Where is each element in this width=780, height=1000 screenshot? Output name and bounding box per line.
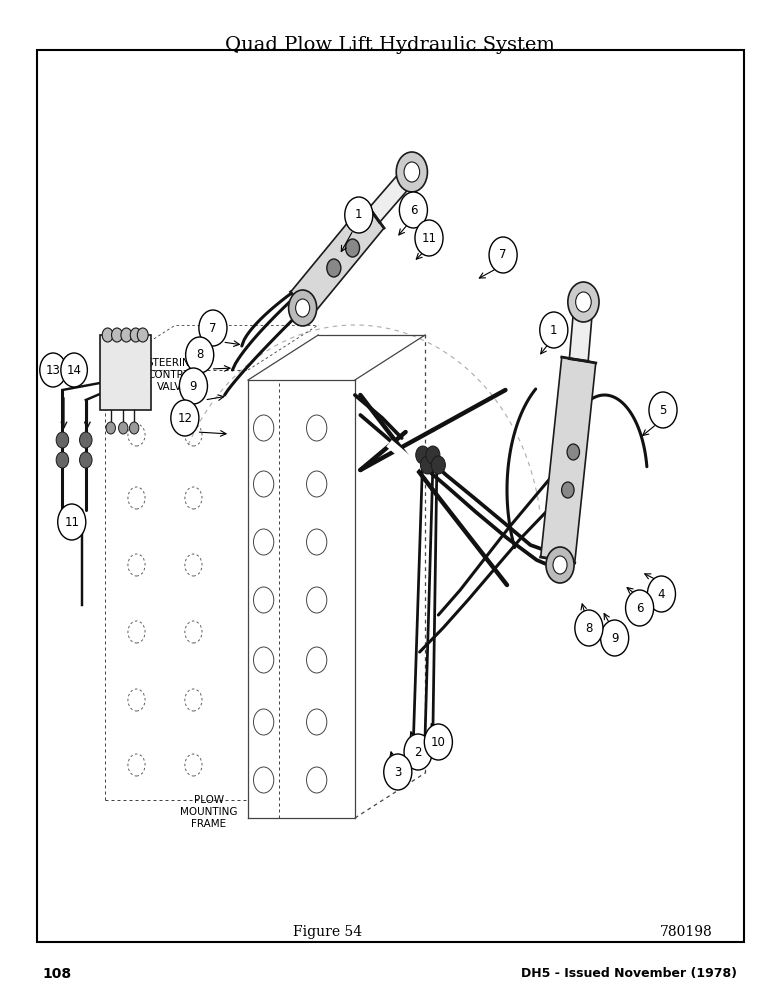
Text: 11: 11 [64, 516, 80, 528]
Circle shape [404, 734, 432, 770]
Text: 13: 13 [45, 363, 61, 376]
Text: 6: 6 [410, 204, 417, 217]
Circle shape [56, 452, 69, 468]
Circle shape [568, 282, 599, 322]
Polygon shape [541, 357, 596, 563]
Circle shape [647, 576, 675, 612]
Circle shape [137, 328, 148, 342]
Text: 14: 14 [66, 363, 82, 376]
Text: 5: 5 [659, 403, 667, 416]
Text: 10: 10 [431, 736, 446, 748]
Circle shape [415, 220, 443, 256]
Text: STEERING
CONTROL
VALVE: STEERING CONTROL VALVE [147, 358, 199, 392]
Circle shape [576, 292, 591, 312]
Circle shape [399, 192, 427, 228]
Circle shape [40, 353, 66, 387]
Bar [100, 335, 151, 410]
Circle shape [384, 754, 412, 790]
Text: 12: 12 [177, 412, 193, 424]
Circle shape [289, 290, 317, 326]
Circle shape [80, 452, 92, 468]
Circle shape [171, 400, 199, 436]
Circle shape [296, 299, 310, 317]
Circle shape [119, 422, 128, 434]
Circle shape [56, 432, 69, 448]
Text: Quad Plow Lift Hydraulic System: Quad Plow Lift Hydraulic System [225, 36, 555, 54]
Circle shape [129, 422, 139, 434]
Text: 3: 3 [394, 766, 402, 778]
Text: PLOW
MOUNTING
FRAME: PLOW MOUNTING FRAME [180, 795, 238, 829]
Text: Figure 54: Figure 54 [293, 925, 362, 939]
Circle shape [416, 446, 430, 464]
Circle shape [179, 368, 207, 404]
Text: 9: 9 [190, 379, 197, 392]
Circle shape [346, 239, 360, 257]
Circle shape [431, 456, 445, 474]
Circle shape [396, 152, 427, 192]
Text: 108: 108 [43, 967, 72, 981]
Circle shape [420, 456, 434, 474]
Circle shape [424, 724, 452, 760]
Circle shape [130, 328, 141, 342]
Circle shape [80, 432, 92, 448]
Circle shape [626, 590, 654, 626]
Text: DH5 - Issued November (1978): DH5 - Issued November (1978) [521, 968, 737, 980]
Circle shape [649, 392, 677, 428]
Circle shape [404, 162, 420, 182]
Circle shape [102, 328, 113, 342]
Text: 1: 1 [355, 209, 363, 222]
Text: 1: 1 [550, 324, 558, 336]
Circle shape [121, 328, 132, 342]
Polygon shape [369, 163, 419, 222]
Circle shape [112, 328, 122, 342]
Text: 2: 2 [414, 746, 422, 758]
Circle shape [489, 237, 517, 273]
Text: 7: 7 [499, 248, 507, 261]
Circle shape [345, 197, 373, 233]
Bar [37, 50, 744, 942]
Circle shape [562, 482, 574, 498]
Circle shape [186, 337, 214, 373]
Text: 8: 8 [196, 349, 204, 361]
Polygon shape [569, 304, 593, 361]
Circle shape [199, 310, 227, 346]
Circle shape [327, 259, 341, 277]
Text: 11: 11 [421, 232, 437, 244]
Text: 8: 8 [585, 621, 593, 635]
Circle shape [601, 620, 629, 656]
Circle shape [546, 547, 574, 583]
Text: 9: 9 [611, 632, 619, 645]
Text: 780198: 780198 [660, 925, 713, 939]
Text: 4: 4 [658, 587, 665, 600]
Circle shape [426, 446, 440, 464]
Text: 7: 7 [209, 322, 217, 334]
Circle shape [567, 444, 580, 460]
Polygon shape [291, 202, 384, 318]
Circle shape [106, 422, 115, 434]
Text: 6: 6 [636, 601, 643, 614]
Circle shape [540, 312, 568, 348]
Circle shape [553, 556, 567, 574]
Circle shape [58, 504, 86, 540]
Circle shape [575, 610, 603, 646]
Circle shape [61, 353, 87, 387]
